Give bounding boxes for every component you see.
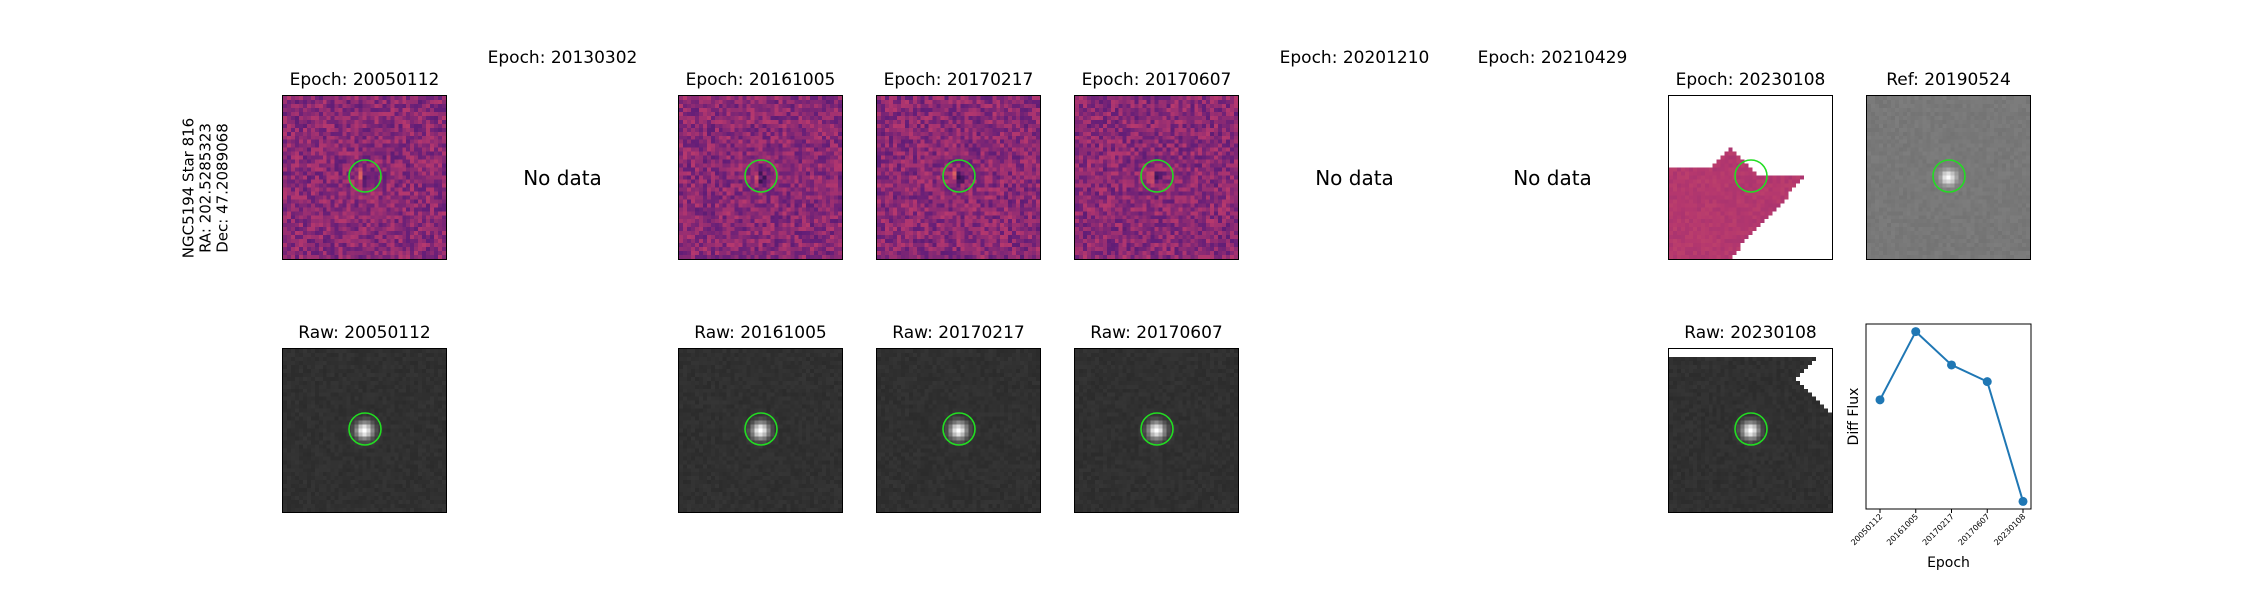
cutout-title: Epoch: 20170607 <box>1081 70 1232 90</box>
target-circle-shape <box>348 412 382 446</box>
cutout-title: Raw: 20170217 <box>892 323 1025 343</box>
x-tick-label: 20170217 <box>1921 512 1956 547</box>
flux-point <box>1875 395 1885 405</box>
cutout-image <box>678 348 843 513</box>
target-circle-shape <box>1734 159 1768 193</box>
target-circle <box>1140 159 1174 193</box>
cutout-pixels <box>1075 349 1238 512</box>
cutout-image <box>1074 348 1239 513</box>
target-circle <box>1932 159 1966 193</box>
cutout-image <box>876 95 1041 260</box>
target-circle <box>942 159 976 193</box>
no-data-label: No data <box>523 165 602 190</box>
target-circle <box>942 412 976 446</box>
cutout-pixels <box>283 96 446 259</box>
no-data-label: No data <box>1513 165 1592 190</box>
cutout-image <box>1074 95 1239 260</box>
flux-point <box>1947 360 1956 370</box>
target-circle-shape <box>1140 412 1174 446</box>
chart-axes-frame <box>1865 323 2032 510</box>
cutout-image <box>282 348 447 513</box>
cutout-title: Epoch: 20210429 <box>1477 48 1628 68</box>
cutout-title: Epoch: 20170217 <box>883 70 1034 90</box>
cutout-image <box>282 95 447 260</box>
cutout-image <box>1668 348 1833 513</box>
target-circle <box>744 159 778 193</box>
x-tick-label: 20170607 <box>1957 512 1992 547</box>
cutout-pixels <box>1075 96 1238 259</box>
cutout-pixels <box>679 96 842 259</box>
target-circle-shape <box>744 159 778 193</box>
star-dec: Dec: 47.2089068 <box>213 123 232 253</box>
cutout-image <box>1866 95 2031 260</box>
flux-series-line <box>1879 329 2024 502</box>
star-ra: RA: 202.5285323 <box>196 123 215 253</box>
target-circle <box>348 412 382 446</box>
star-info-label: NGC5194 Star 816 RA: 202.5285323 Dec: 47… <box>179 117 232 259</box>
cutout-image <box>1668 95 1833 260</box>
cutout-pixels <box>283 349 446 512</box>
target-circle-shape <box>942 159 976 193</box>
target-circle-shape <box>1734 412 1768 446</box>
cutout-image <box>678 95 843 260</box>
star-name: NGC5194 Star 816 <box>179 117 198 259</box>
flux-chart: 20050112 20161005 20170217 20170607 20230108… <box>1846 323 2032 571</box>
cutout-title: Epoch: 20130302 <box>487 48 638 68</box>
flux-point <box>1982 377 1992 387</box>
y-axis-label: Diff Flux <box>1846 388 1862 446</box>
cutout-pixels <box>1867 96 2030 259</box>
target-circle-shape <box>348 159 382 193</box>
x-tick-label: 20230108 <box>1992 512 2027 547</box>
cutout-title: Epoch: 20161005 <box>685 70 836 90</box>
cutout-title: Epoch: 20230108 <box>1675 70 1826 90</box>
cutout-title: Epoch: 20050112 <box>289 70 440 90</box>
target-circle <box>1734 412 1768 446</box>
cutout-title: Raw: 20050112 <box>298 323 431 343</box>
target-circle-shape <box>1932 159 1966 193</box>
target-circle-shape <box>942 412 976 446</box>
no-data-label: No data <box>1315 165 1394 190</box>
cutout-title: Epoch: 20201210 <box>1279 48 1430 68</box>
cutout-title: Raw: 20170607 <box>1090 323 1223 343</box>
target-circle-shape <box>744 412 778 446</box>
target-circle <box>744 412 778 446</box>
cutout-title: Raw: 20161005 <box>694 323 827 343</box>
x-axis-label: Epoch <box>1927 555 1970 571</box>
cutout-pixels <box>877 96 1040 259</box>
cutout-pixels <box>679 349 842 512</box>
target-circle <box>1140 412 1174 446</box>
cutout-title: Ref: 20190524 <box>1886 70 2011 90</box>
target-circle <box>1734 159 1768 193</box>
x-tick-label: 20161005 <box>1885 512 1920 547</box>
cutout-pixels <box>1669 96 1832 259</box>
cutout-pixels <box>877 349 1040 512</box>
cutout-title: Raw: 20230108 <box>1684 323 1817 343</box>
flux-point <box>2018 496 2028 506</box>
cutout-pixels <box>1669 349 1832 512</box>
cutout-image <box>876 348 1041 513</box>
target-circle <box>348 159 382 193</box>
flux-point <box>1911 327 1921 337</box>
target-circle-shape <box>1140 159 1174 193</box>
x-tick-label: 20050112 <box>1849 512 1884 547</box>
